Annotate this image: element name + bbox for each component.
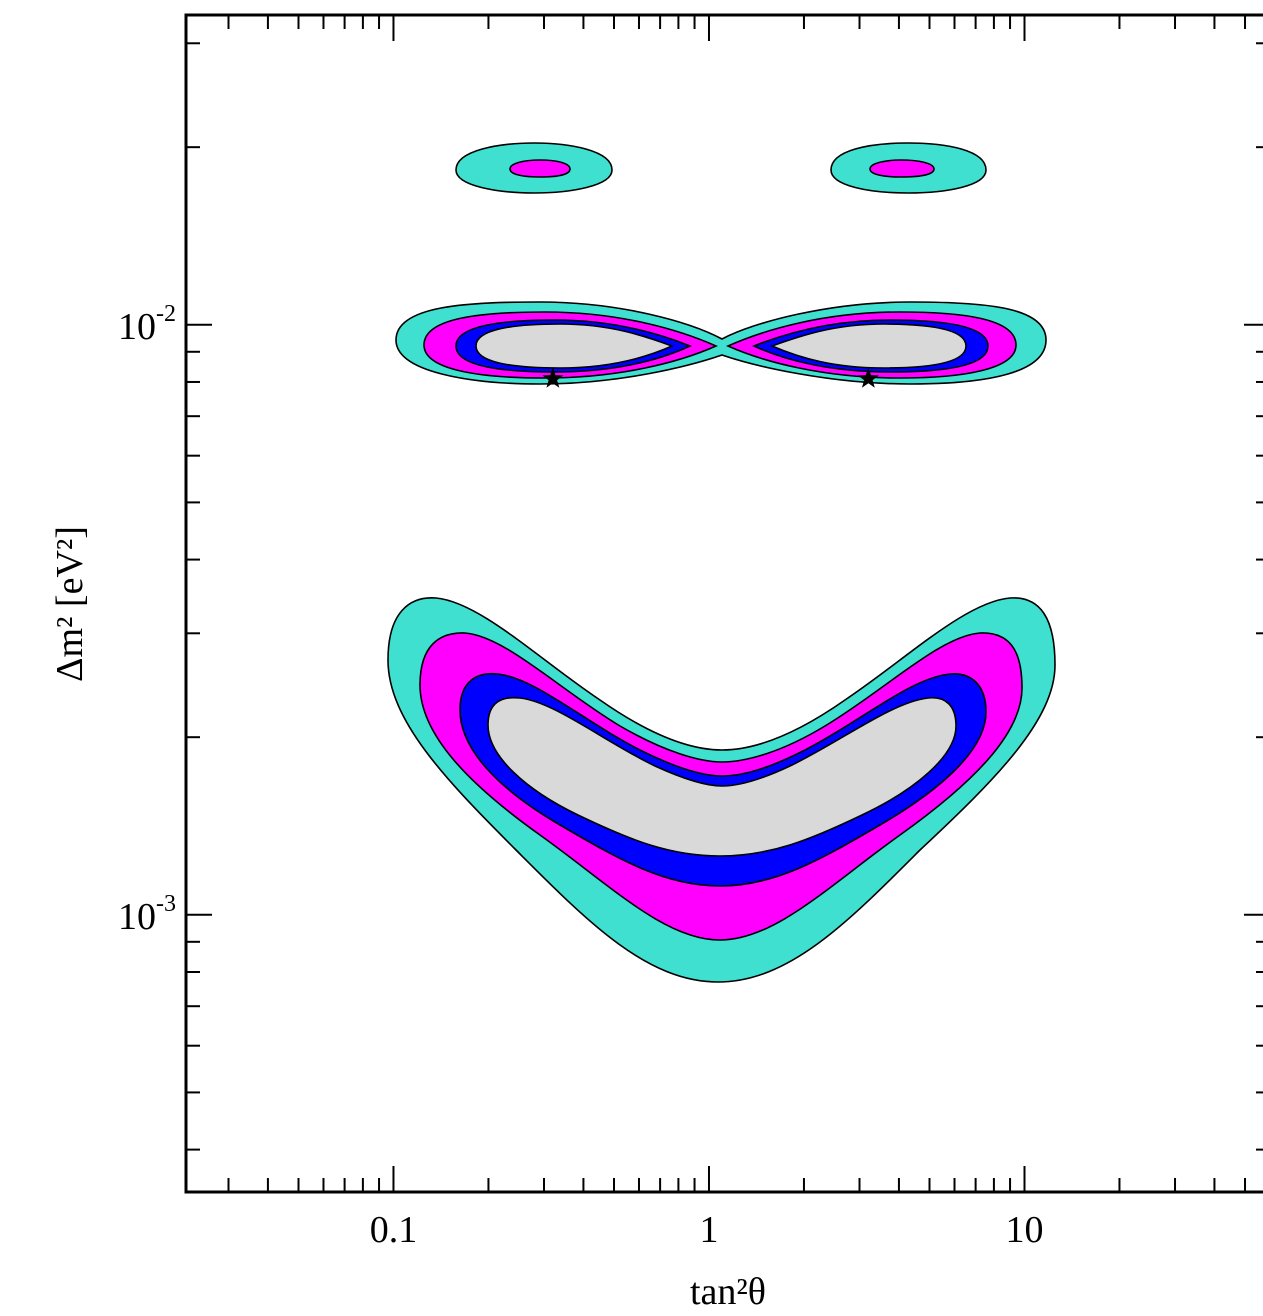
contour-regions	[387, 142, 1056, 983]
lower-region-level1	[487, 696, 957, 857]
x-tick-label: 0.1	[370, 1209, 418, 1251]
plot-frame	[184, 13, 1263, 1194]
best-fit-star-marker	[542, 367, 564, 388]
y-axis-title: Δm² [eV²]	[49, 526, 91, 682]
y-tick-label: 10-2	[118, 301, 176, 348]
x-axis-title: tan²θ	[690, 1271, 766, 1313]
middle-region-level1-left	[475, 323, 675, 369]
x-tick-label: 1	[699, 1209, 718, 1251]
x-tick-label: 10	[1005, 1209, 1043, 1251]
middle-region-level1-right	[769, 323, 967, 369]
lower-region-level2	[459, 672, 987, 887]
upper-left-island-inner	[509, 159, 571, 178]
upper-right-island-inner	[869, 159, 935, 178]
best-fit-star-marker	[857, 367, 879, 388]
y-tick-label: 10-3	[118, 891, 176, 938]
